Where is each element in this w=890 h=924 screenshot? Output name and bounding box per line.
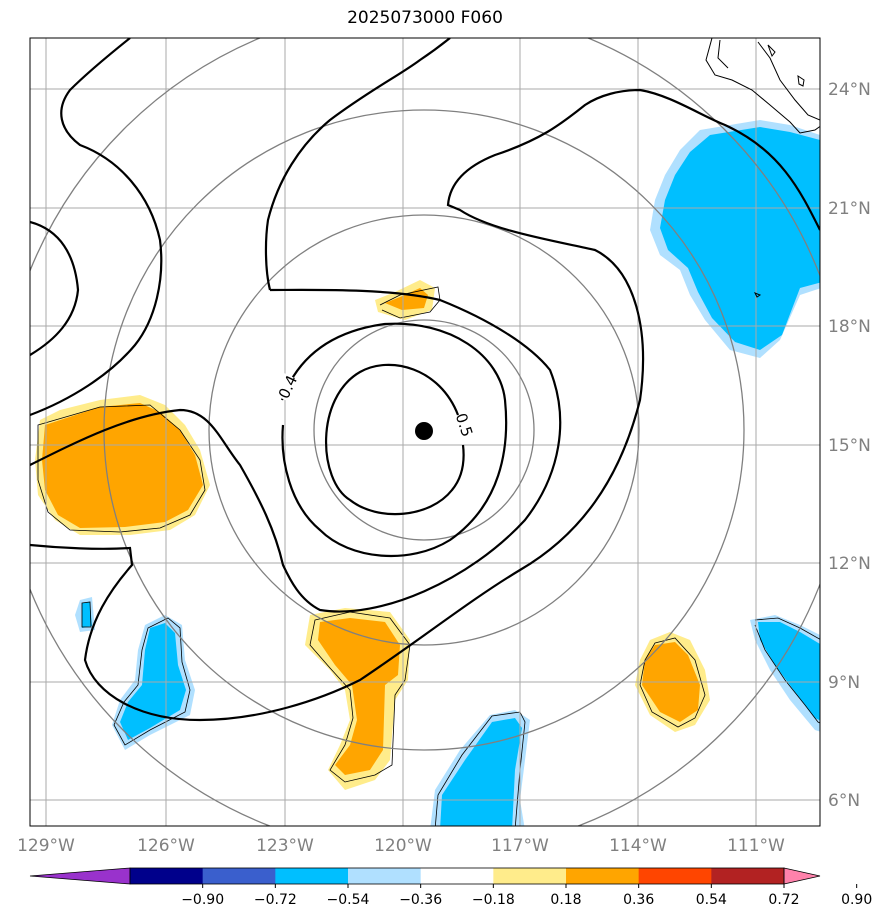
lon-tick-label: 114°W [609,836,667,856]
contour-0.5 [325,363,465,516]
lat-tick-label: 18°N [828,317,871,337]
shading-layer [35,120,820,826]
lat-tick-label: 24°N [828,80,871,100]
colorbar-tick-label: 0.72 [768,892,799,908]
colorbar-tick-label: 0.90 [841,892,872,908]
contour-left-small [30,220,80,356]
colorbar-tick-label: −0.72 [254,892,297,908]
colorbar-extend-high [783,867,821,885]
contour-0.4 [280,322,508,558]
positive-region-west-core [42,403,203,528]
colorbar-outline [129,867,785,885]
negative-region-south-core [440,718,522,826]
contour-outer-ring [30,288,562,613]
lat-tick-label: 15°N [828,436,871,456]
colorbar-tick-label: −0.36 [399,892,442,908]
contour-north [264,38,451,291]
map-title: 2025073000 F060 [347,8,503,28]
colorbar-tick-label: 0.36 [623,892,654,908]
colorbar-tick-label: −0.18 [472,892,515,908]
contour-lines [30,38,820,722]
lon-tick-label: 123°W [256,836,314,856]
negative-region-sw-small-core [82,602,92,628]
storm-center-marker [415,422,433,440]
colorbar-bin [275,868,349,884]
contour-wide [30,88,820,722]
lon-tick-label: 111°W [727,836,785,856]
colorbar-bin [493,868,567,884]
colorbar-tick-label: −0.54 [327,892,370,908]
lat-tick-label: 6°N [828,791,860,811]
colorbar-bin [711,868,785,884]
lat-tick-label: 12°N [828,554,871,574]
lat-tick-label: 9°N [828,673,860,693]
colorbar-extend-low [29,867,131,885]
colorbar-tick-labels: −0.90 −0.72 −0.54 −0.36 −0.18 0.18 0.36 0.54 0.7… [181,892,872,908]
coastline [705,38,820,298]
shading-outlines [37,286,820,826]
colorbar-bin [130,868,204,884]
contour-nw [30,38,163,417]
colorbar-bin [420,868,494,884]
positive-region-center-core [385,288,428,310]
lon-tick-label: 117°W [491,836,549,856]
colorbar-bin [348,868,422,884]
colorbar-tick-label: −0.90 [181,892,224,908]
range-ring-2 [208,214,640,646]
colorbar-bin [202,868,276,884]
colorbar [29,867,858,888]
latitude-tick-labels: 6°N 9°N 12°N 15°N 18°N 21°N 24°N [828,80,871,811]
map-area: 0.4 0.5 [30,38,820,826]
colorbar-bin [638,868,712,884]
lon-tick-label: 126°W [137,836,195,856]
lon-tick-label: 129°W [17,836,75,856]
lon-tick-label: 120°W [374,836,432,856]
colorbar-bin [566,868,640,884]
colorbar-tick-label: 0.18 [550,892,581,908]
longitude-tick-labels: 129°W 126°W 123°W 120°W 117°W 114°W 111°… [17,836,785,856]
map-frame [29,37,821,827]
range-ring-1 [313,319,535,541]
positive-region-south-core [318,618,400,775]
negative-region-east-core [758,622,820,721]
negative-region-ne-core [660,127,820,350]
lat-tick-label: 21°N [828,199,871,219]
colorbar-tick-label: 0.54 [696,892,727,908]
